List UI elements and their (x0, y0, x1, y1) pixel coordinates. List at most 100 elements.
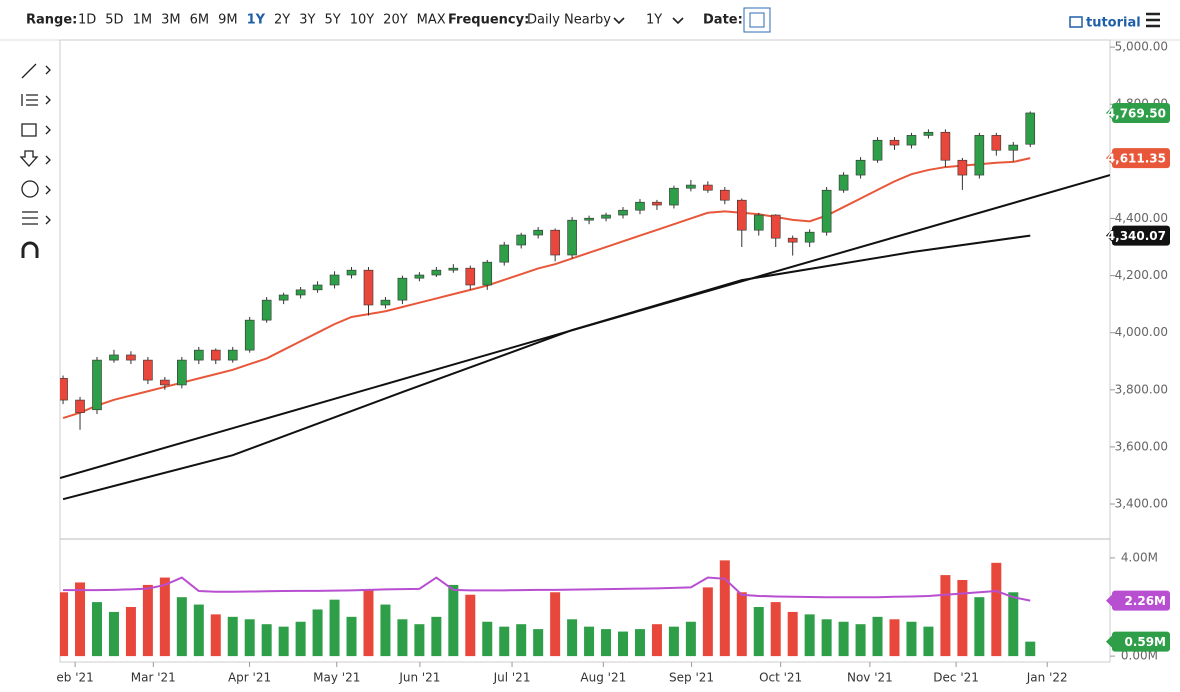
magnet-tool[interactable] (21, 241, 39, 258)
candle-body (227, 349, 238, 361)
range-button[interactable]: 1D (78, 13, 96, 28)
candle-body (143, 359, 153, 381)
candle-body (550, 229, 560, 256)
candle-body (499, 244, 510, 263)
range-button[interactable]: 20Y (383, 13, 408, 28)
volume-bar (533, 629, 544, 657)
last-value-badge (1112, 590, 1170, 611)
candle-body (1025, 112, 1036, 145)
period-select[interactable]: 1Y (646, 13, 662, 28)
dropdown-arrow[interactable] (672, 17, 684, 25)
x-tick-label: Nov '21 (847, 671, 893, 685)
candle-body (635, 201, 645, 211)
volume-bar (363, 589, 374, 657)
drawing-tools (19, 63, 51, 258)
range-button[interactable]: 1M (133, 13, 153, 28)
volume-bar (142, 584, 153, 657)
volume-bar (550, 592, 561, 657)
calendar-icon (749, 12, 765, 28)
volume-bar (906, 621, 917, 657)
range-button[interactable]: 6M (190, 13, 210, 28)
range-button[interactable]: 3M (161, 13, 181, 28)
volume-bar (651, 624, 662, 657)
volume-bar (397, 619, 408, 657)
dropdown-arrow[interactable] (613, 17, 625, 25)
arrow-tool[interactable] (19, 150, 51, 167)
range-button[interactable]: 5Y (324, 13, 340, 28)
candle-body (991, 135, 1002, 151)
fib-tool[interactable] (21, 94, 51, 106)
line-tool[interactable] (21, 63, 51, 79)
candle-body (838, 174, 849, 191)
candle-body (516, 234, 526, 246)
volume-bar (567, 619, 578, 657)
candle-body (431, 269, 442, 276)
last-value-badge (1112, 148, 1170, 169)
candle-body (957, 159, 968, 176)
date-button[interactable] (743, 7, 771, 33)
volume-bar (244, 619, 255, 657)
candle-body (1008, 144, 1019, 151)
x-tick-label: Oct '21 (759, 671, 802, 685)
y-tick-label: 4,400.00 (1115, 211, 1168, 225)
volume-bar (261, 624, 272, 657)
candle-body (177, 359, 187, 386)
volume-bar (923, 626, 934, 657)
candle-body (210, 349, 221, 361)
candle-body (194, 349, 204, 361)
range-button[interactable]: 1Y (247, 13, 266, 28)
y-tick-label: 4,200.00 (1115, 268, 1168, 282)
volume-bar (516, 624, 527, 657)
range-label: Range: (26, 13, 77, 28)
indicator-line (63, 576, 1031, 602)
volume-bar (75, 582, 86, 657)
range-button[interactable]: 2Y (274, 13, 290, 28)
axes: 3,400.00 3,600.00 3,800.00 4,000.00 4,200.00… (56, 40, 1170, 685)
pattern-tool[interactable] (22, 185, 51, 225)
y-tick-label: 4.00M (1121, 550, 1158, 564)
frequency-select[interactable]: Daily Nearby (527, 13, 611, 28)
x-tick-label: eb '21 (56, 671, 93, 685)
range-button[interactable]: MAX (417, 13, 446, 28)
volume-bar (329, 599, 340, 657)
candle-body (380, 299, 391, 306)
volume-bar (125, 607, 136, 657)
volume-bar (295, 621, 306, 657)
x-tick-label: Jan '22 (1026, 671, 1068, 685)
note-tool[interactable] (21, 180, 39, 198)
volume-bar (685, 621, 696, 657)
volume-bar (770, 602, 781, 657)
candle-body (126, 354, 136, 361)
shape-tool[interactable] (21, 123, 51, 137)
candle-body (160, 379, 170, 386)
volume-bar (448, 584, 459, 657)
x-tick-label: Dec '21 (933, 671, 979, 685)
indicator-line (60, 174, 1110, 479)
volume-bar (821, 619, 832, 657)
volume-bar (380, 604, 391, 657)
volume-bar (940, 575, 951, 657)
volume-bar (957, 580, 968, 657)
y-tick-label: 5,000.00 (1115, 40, 1168, 54)
volume-bar (210, 614, 221, 657)
volume-bar (872, 616, 883, 657)
candle-body (787, 237, 798, 243)
menu-button[interactable] (1146, 12, 1160, 28)
volume-bar (60, 592, 69, 657)
date-label: Date: (703, 13, 743, 28)
range-button[interactable]: 3Y (299, 13, 315, 28)
range-button[interactable]: 10Y (350, 13, 375, 28)
plot (60, 111, 1110, 657)
volume-bar (991, 562, 1002, 657)
tutorial-link[interactable]: tutorial (1086, 16, 1141, 31)
x-tick-label: Apr '21 (228, 671, 271, 685)
candle-body (109, 354, 119, 361)
range-button[interactable]: 5D (105, 13, 123, 28)
tutorial-icon[interactable] (1069, 16, 1083, 28)
candle-body (60, 378, 68, 401)
volume-bar (312, 609, 323, 657)
candle-body (363, 269, 374, 306)
range-button[interactable]: 9M (218, 13, 238, 28)
volume-bar (838, 621, 849, 657)
